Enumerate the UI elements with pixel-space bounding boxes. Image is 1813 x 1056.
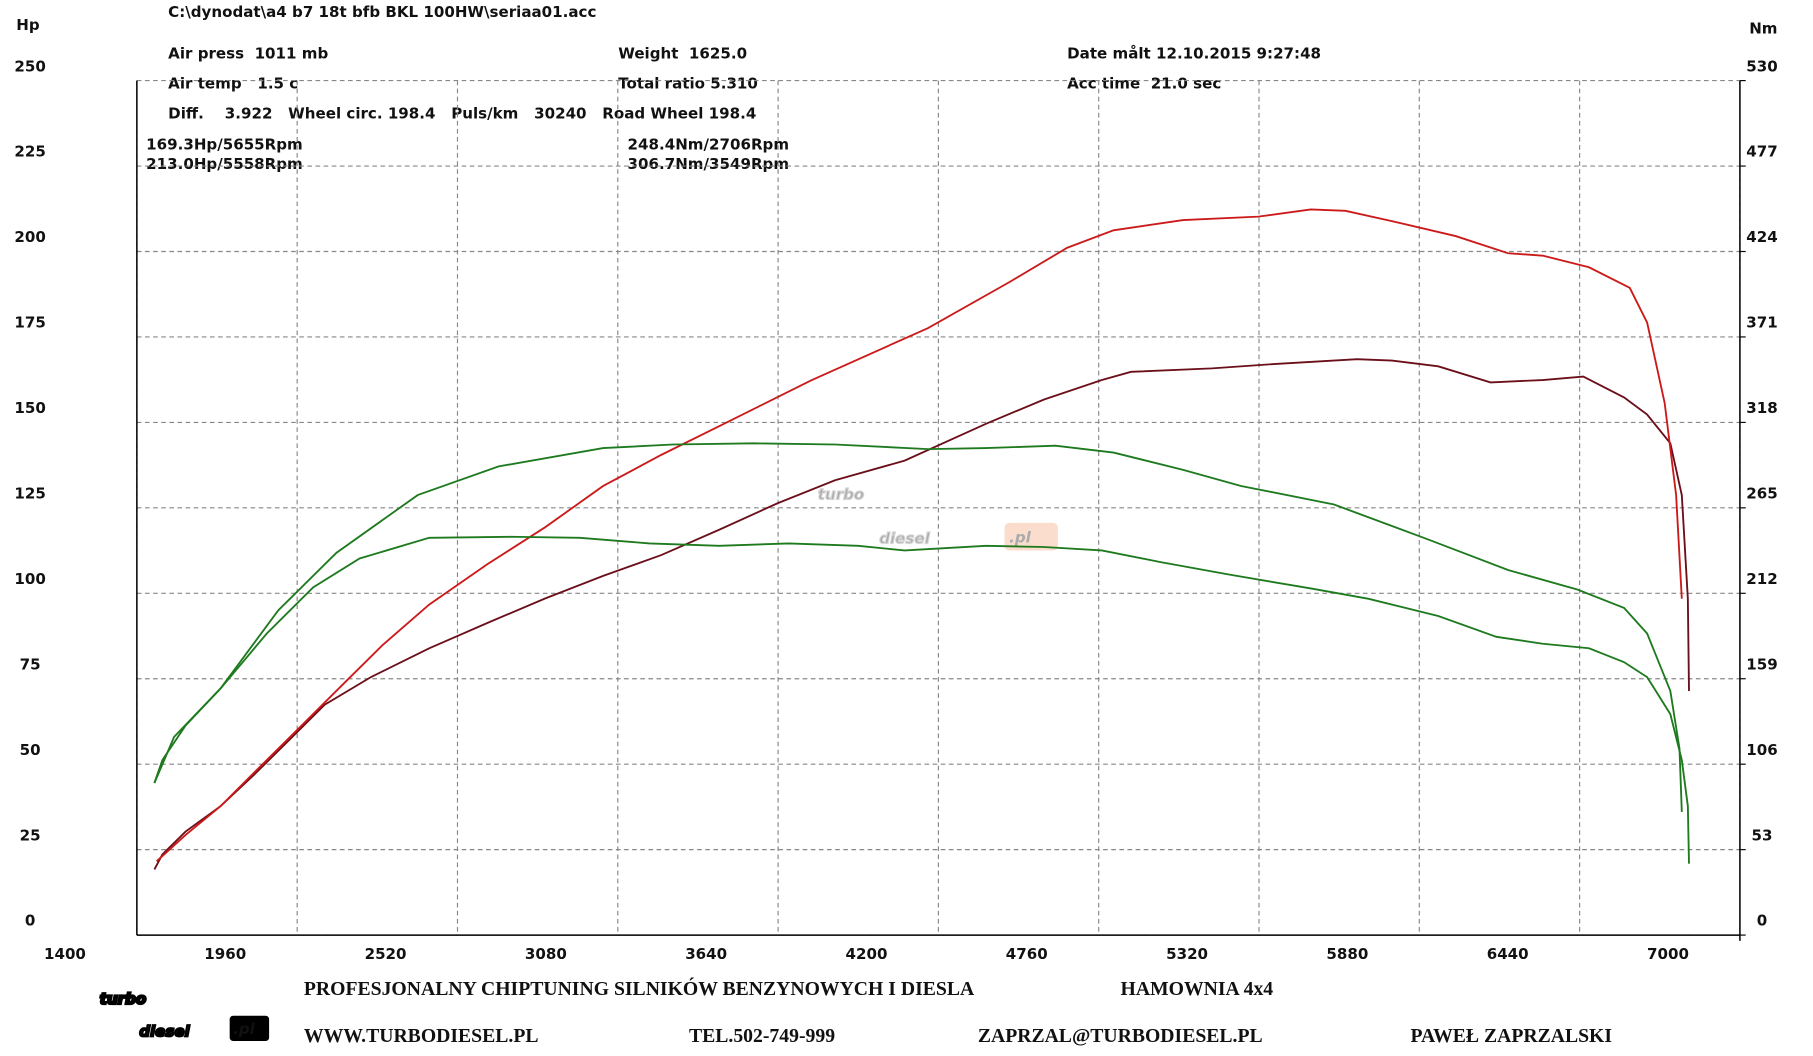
- annotation: 169.3Hp/5655Rpm: [146, 136, 303, 154]
- y-tick-label: 150: [14, 399, 45, 417]
- info-field: Air press 1011 mb: [168, 45, 328, 63]
- y2-tick-label: 159: [1746, 655, 1777, 673]
- watermark-suffix: .pl: [1009, 528, 1032, 546]
- info-field: Acc time 21.0 sec: [1067, 75, 1221, 93]
- phone: TEL.502-749-999: [689, 1025, 835, 1047]
- x-tick-label: 4760: [1006, 945, 1048, 963]
- x-tick-label: 5880: [1326, 945, 1368, 963]
- y2-tick-label: 0: [1757, 912, 1767, 930]
- email: ZAPRZAL@TURBODIESEL.PL: [978, 1025, 1263, 1047]
- series-line: [153, 535, 1690, 864]
- x-tick-label: 7000: [1647, 945, 1689, 963]
- y2-tick-label: 477: [1746, 143, 1777, 161]
- watermark-badge: [1004, 522, 1058, 551]
- y-tick-label: 50: [20, 741, 41, 759]
- info-field: Total ratio 5.310: [618, 75, 758, 93]
- x-tick-label: 2520: [365, 945, 407, 963]
- info-field: Air temp 1.5 c: [168, 75, 298, 93]
- slogan: PROFESJONALNY CHIPTUNING SILNIKÓW BENZYN…: [304, 978, 975, 1000]
- service: HAMOWNIA 4x4: [1121, 978, 1274, 1000]
- y-tick-label: 125: [14, 485, 45, 503]
- annotation: 248.4Nm/2706Rpm: [628, 136, 790, 154]
- y-tick-label: 75: [20, 655, 41, 673]
- y-tick-label: 100: [14, 570, 45, 588]
- y2-tick-label: 424: [1746, 228, 1777, 246]
- y2-tick-label: 212: [1746, 570, 1777, 588]
- footer: turbo diesel .pl PROFESJONALNY CHIPTUNIN…: [99, 978, 1612, 1047]
- owner: PAWEŁ ZAPRZALSKI: [1410, 1025, 1612, 1047]
- annotation: 213.0Hp/5558Rpm: [146, 155, 303, 173]
- logo-bottom: diesel: [139, 1022, 190, 1040]
- x-tick-label: 6440: [1487, 945, 1529, 963]
- y2-tick-label: 53: [1751, 826, 1772, 844]
- info-field: Diff. 3.922 Wheel circ. 198.4 Puls/km 30…: [168, 105, 756, 123]
- y-tick-label: 200: [14, 228, 45, 246]
- y-axis-label: Hp: [16, 16, 40, 34]
- y2-tick-label: 371: [1746, 314, 1777, 332]
- y2-tick-label: 106: [1746, 741, 1777, 759]
- y2-tick-label: 318: [1746, 399, 1777, 417]
- watermark-bottom: diesel: [879, 529, 930, 547]
- watermark-top: turbo: [818, 486, 865, 504]
- x-tick-label: 3080: [525, 945, 567, 963]
- series-line: [153, 358, 1690, 870]
- annotation: 306.7Nm/3549Rpm: [628, 155, 790, 173]
- website: WWW.TURBODIESEL.PL: [304, 1025, 539, 1047]
- file-path: C:\dynodat\a4 b7 18t bfb BKL 100HW\seria…: [168, 3, 596, 21]
- series-line: [155, 208, 1683, 862]
- y-tick-label: 225: [14, 143, 45, 161]
- y2-axis-label: Nm: [1749, 19, 1777, 37]
- x-tick-label: 5320: [1166, 945, 1208, 963]
- y-tick-label: 25: [20, 826, 41, 844]
- x-tick-label: 1960: [204, 945, 246, 963]
- y-tick-label: 250: [14, 57, 45, 75]
- logo-suffix: .pl: [233, 1020, 256, 1038]
- logo-top: turbo: [100, 990, 147, 1008]
- watermark: turbo diesel .pl: [817, 485, 1058, 551]
- x-tick-label: 4200: [846, 945, 888, 963]
- y-tick-label: 175: [14, 314, 45, 332]
- info-field: Date målt 12.10.2015 9:27:48: [1067, 44, 1321, 63]
- y2-tick-label: 265: [1746, 485, 1777, 503]
- info-field: Weight 1625.0: [618, 45, 747, 63]
- y-tick-label: 0: [25, 912, 35, 930]
- x-tick-label: 3640: [685, 945, 727, 963]
- logo-badge: [229, 1015, 270, 1042]
- y2-tick-label: 530: [1746, 57, 1777, 75]
- x-tick-label: 1400: [44, 945, 86, 963]
- series-line: [153, 442, 1683, 812]
